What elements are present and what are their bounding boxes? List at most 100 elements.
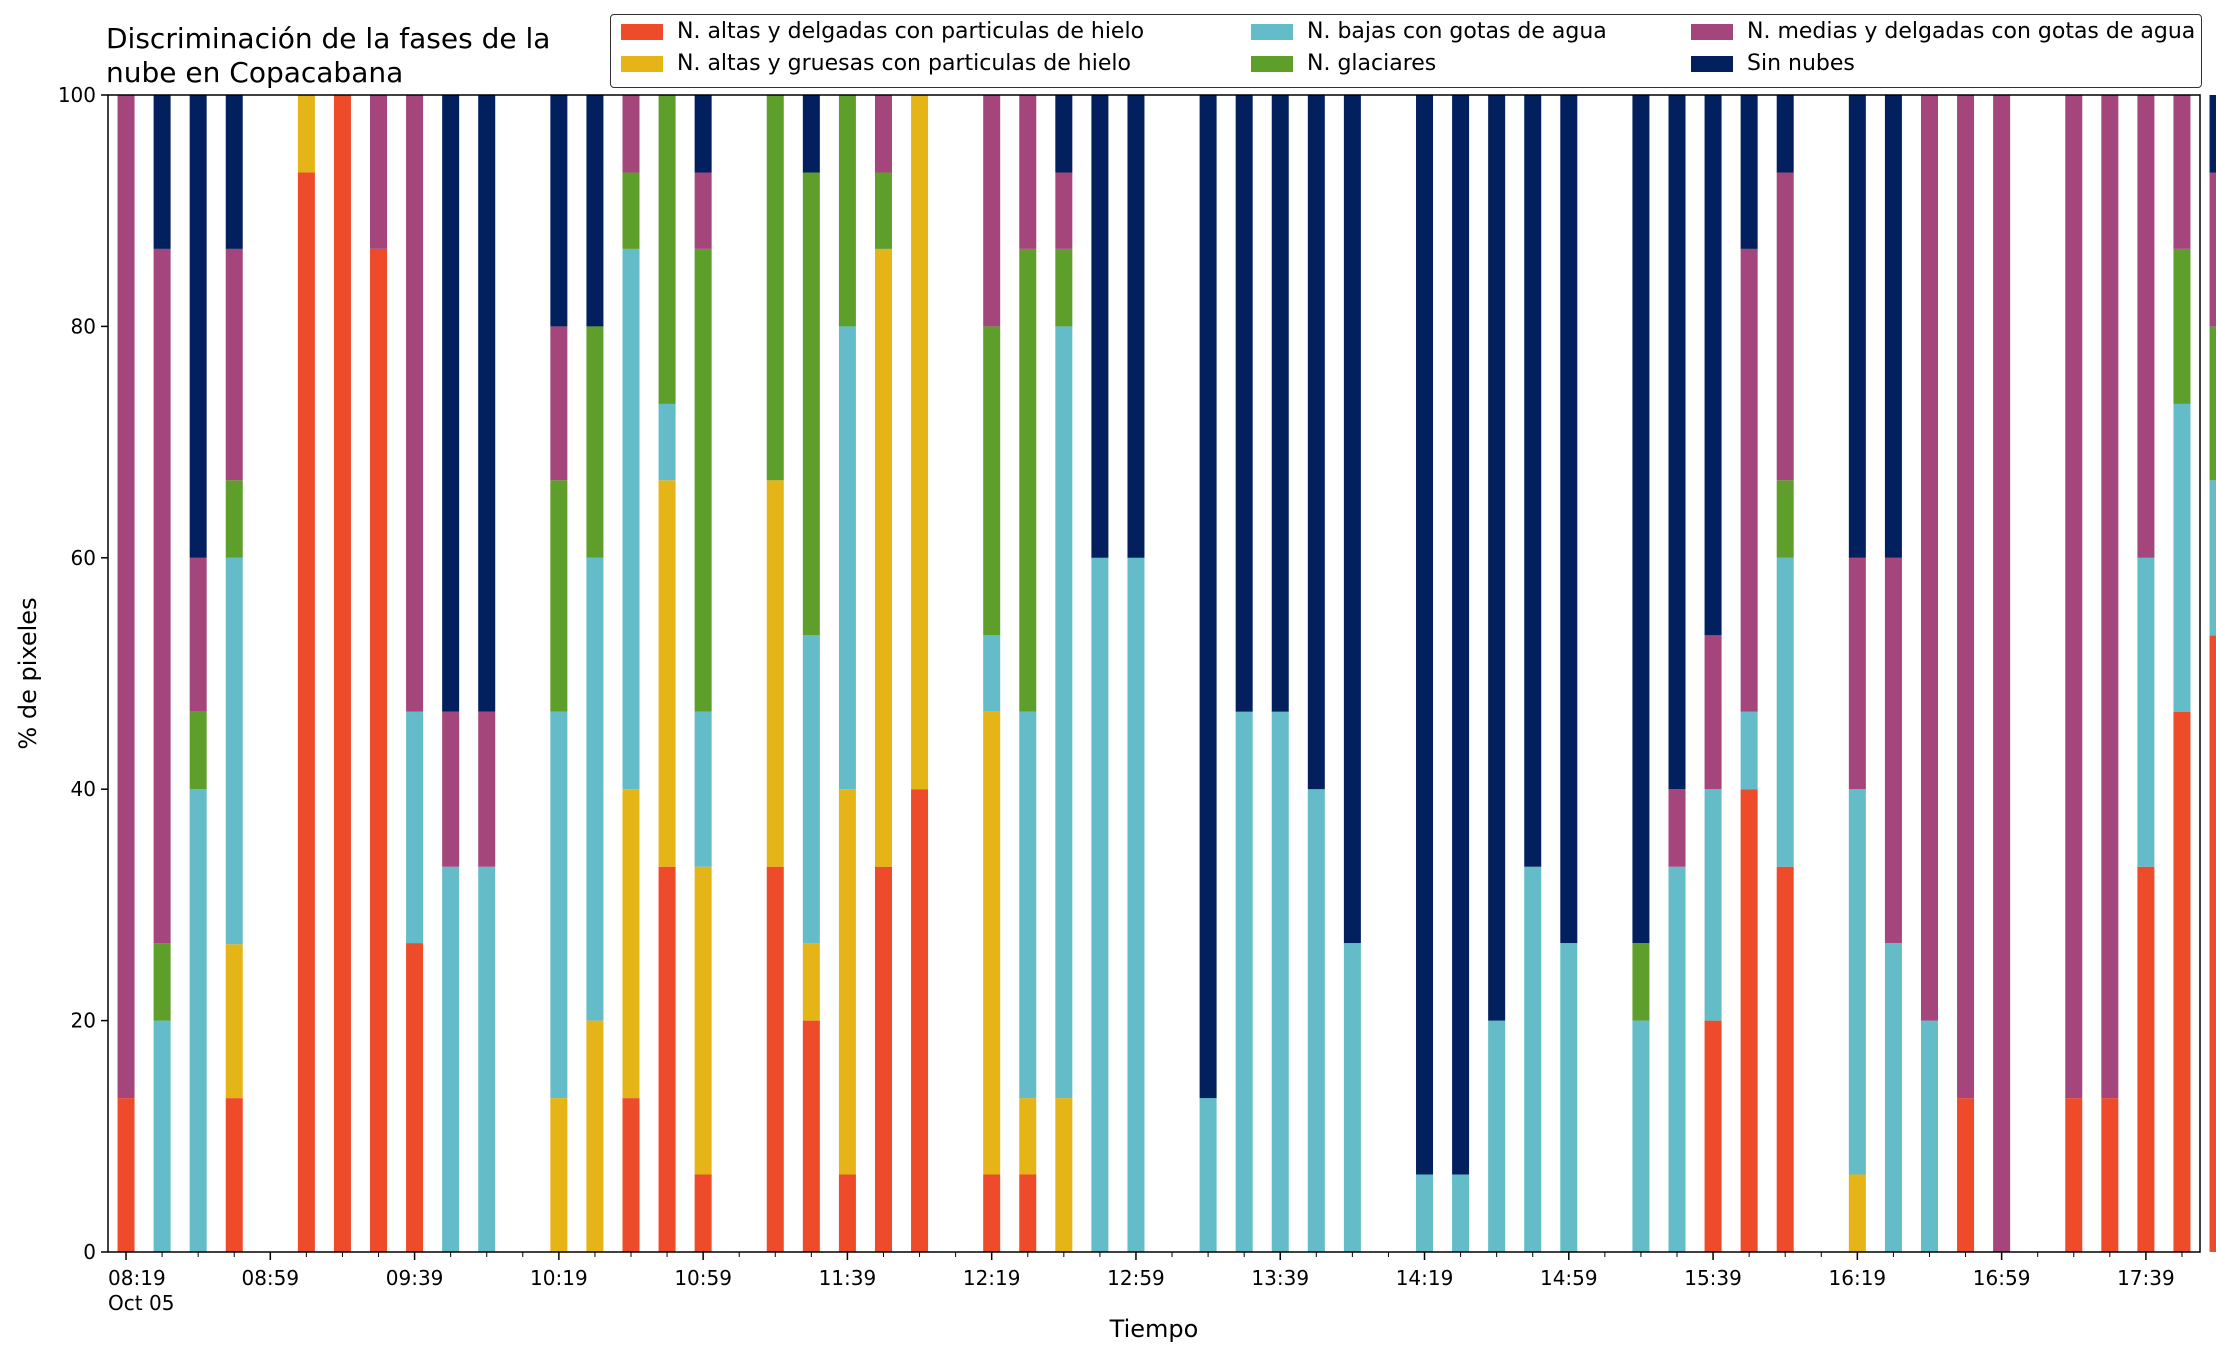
bar-segment [983, 711, 1001, 1175]
bar-segment [586, 326, 604, 558]
bar-segment [2065, 95, 2083, 1099]
bar-segment [1560, 943, 1578, 1252]
bar-segment [406, 943, 424, 1252]
bar-segment [1488, 1020, 1506, 1252]
bar-segment [658, 866, 676, 1252]
bar-segment [1524, 866, 1542, 1252]
legend-item: N. medias y delgadas con gotas de agua [1691, 19, 2195, 44]
legend-item: N. bajas con gotas de agua [1251, 19, 1607, 44]
bar-segment [983, 1174, 1001, 1252]
chart-title: Discriminación de la fases de la nube en… [106, 22, 551, 89]
bar-segment [838, 1174, 856, 1252]
bar-segment [2137, 95, 2155, 558]
y-axis: 0 20 40 60 80 100 [58, 83, 108, 1264]
bar-segment [478, 95, 496, 712]
bar-segment [622, 248, 640, 790]
bar-segment [874, 248, 892, 867]
y-tick-label: 40 [71, 777, 96, 801]
bar-segment [874, 172, 892, 249]
bar-segment [1704, 95, 1722, 636]
bar-segment [802, 95, 820, 173]
bar-segment [911, 789, 929, 1252]
bar-segment [1776, 95, 1794, 173]
x-tick-label: 16:59 [1973, 1266, 2031, 1290]
bar-segment [983, 95, 1001, 327]
bar-segment [1235, 711, 1253, 1252]
bar-segment [478, 866, 496, 1252]
bar-segment [1632, 95, 1650, 944]
x-tick-label: 12:19 [963, 1266, 1021, 1290]
legend: N. altas y delgadas con particulas de hi… [610, 14, 2202, 88]
bar-segment [1271, 711, 1289, 1252]
x-tick-label: 15:39 [1684, 1266, 1742, 1290]
bar-segment [478, 711, 496, 867]
bar-segment [370, 95, 388, 249]
bar-segment [2209, 635, 2216, 1252]
legend-swatch [1251, 23, 1293, 40]
bar-segment [189, 95, 207, 558]
bar-segment [658, 480, 676, 867]
legend-swatch [621, 23, 663, 40]
bar-segment [1091, 95, 1109, 558]
legend-label: Sin nubes [1747, 51, 1855, 76]
bar-segment [1920, 95, 1938, 1021]
bar-segment [1019, 95, 1037, 249]
bar-segment [766, 480, 784, 867]
bar-segment [225, 248, 243, 481]
bar-segment [225, 95, 243, 249]
bar-segment [406, 711, 424, 944]
bar-segment [2173, 95, 2191, 249]
bar-segment [1884, 95, 1902, 558]
bar-segment [1884, 943, 1902, 1252]
bar-segment [911, 95, 929, 790]
y-tick-label: 80 [71, 314, 96, 338]
bar-segment [550, 326, 568, 481]
bar-segment [2065, 1098, 2083, 1252]
bar-segment [1776, 866, 1794, 1252]
bar-segment [694, 711, 712, 867]
bar-segment [189, 711, 207, 790]
bar-segment [225, 480, 243, 558]
bar-segment [189, 789, 207, 1252]
bar-segment [1848, 557, 1866, 790]
legend-swatch [1251, 55, 1293, 72]
bar-segment [694, 248, 712, 712]
plot-frame [107, 94, 2201, 1253]
bar-segment [1848, 789, 1866, 1175]
bar-segment [1271, 95, 1289, 712]
y-tick-label: 0 [83, 1240, 96, 1264]
bar-segment [586, 95, 604, 327]
bar-segment [622, 789, 640, 1099]
x-tick-label: 13:39 [1251, 1266, 1309, 1290]
bar-segment [1019, 711, 1037, 1099]
bar-segment [622, 172, 640, 249]
bar-segment [2209, 95, 2216, 173]
bar-segment [1055, 326, 1073, 1099]
bar-segment [1848, 95, 1866, 558]
legend-item: N. altas y delgadas con particulas de hi… [621, 19, 1144, 44]
legend-label: N. bajas con gotas de agua [1307, 19, 1607, 44]
bar-segment [297, 172, 315, 1252]
legend-label: N. glaciares [1307, 51, 1437, 76]
bar-segment [2173, 711, 2191, 1252]
bar-segment [1127, 557, 1145, 1252]
bar-segment [1668, 789, 1686, 867]
bar-segment [1055, 1098, 1073, 1252]
bar-segment [189, 557, 207, 712]
bar-segment [2209, 326, 2216, 481]
bar-segment [838, 95, 856, 327]
bar-segment [550, 480, 568, 712]
bar-segment [694, 866, 712, 1175]
bar-segment [333, 95, 351, 1252]
bar-segment [442, 95, 460, 712]
bar-segment [586, 1020, 604, 1252]
bar-segment [2209, 172, 2216, 327]
bar-segment [153, 248, 171, 944]
bar-segment [1704, 1020, 1722, 1252]
bar-segment [694, 95, 712, 173]
legend-label: N. medias y delgadas con gotas de agua [1747, 19, 2196, 44]
bar-segment [1343, 95, 1361, 944]
bar-segment [622, 95, 640, 173]
bar-segment [1307, 789, 1325, 1252]
x-tick-label: 08:59 [241, 1266, 299, 1290]
